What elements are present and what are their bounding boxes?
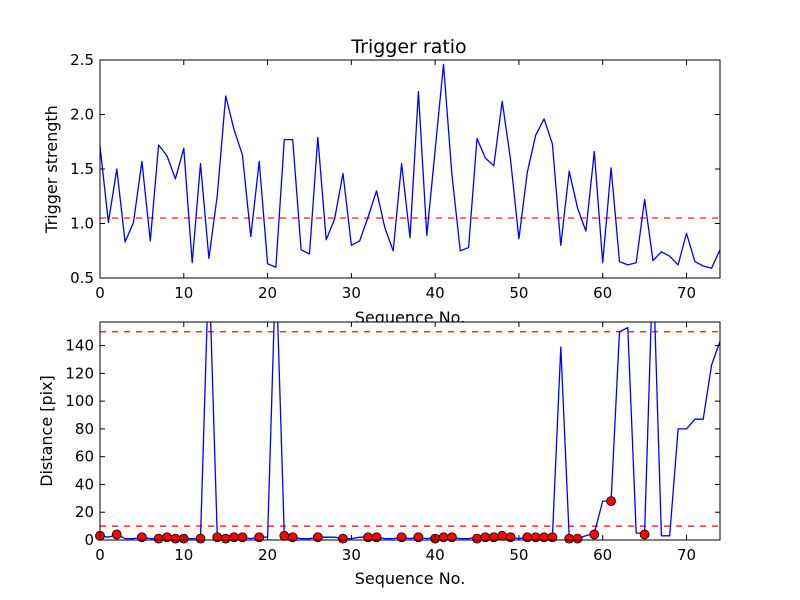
data-point bbox=[338, 533, 348, 544]
y-tick-label: 120 bbox=[65, 364, 94, 382]
series-line bbox=[100, 63, 720, 269]
data-point bbox=[254, 532, 265, 543]
y-axis-label: Distance [pix] bbox=[37, 375, 56, 487]
series-line bbox=[100, 322, 720, 540]
chart-title: Trigger ratio bbox=[350, 36, 466, 58]
x-tick-label: 20 bbox=[258, 284, 277, 302]
plot-background bbox=[100, 322, 720, 540]
data-point bbox=[195, 533, 206, 544]
data-point bbox=[220, 533, 231, 544]
data-point bbox=[111, 529, 122, 540]
data-point bbox=[153, 533, 164, 544]
x-ticks: 0 10 20 30 40 50 60 70 bbox=[95, 322, 696, 564]
y-tick-label: 40 bbox=[75, 475, 94, 493]
data-point bbox=[312, 532, 323, 543]
y-tick-label: 140 bbox=[65, 337, 94, 355]
data-point bbox=[547, 532, 558, 543]
x-tick-label: 30 bbox=[342, 284, 361, 302]
y-tick-label: 20 bbox=[75, 503, 94, 521]
x-tick-label: 50 bbox=[509, 284, 528, 302]
trigger-ratio-chart: Trigger ratio 0 10 20 30 40 50 60 70 0.5 1.0 1.5 2… bbox=[42, 36, 721, 327]
x-tick-label: 20 bbox=[258, 546, 277, 564]
data-point bbox=[589, 529, 600, 540]
x-tick-label: 60 bbox=[593, 284, 612, 302]
data-point bbox=[279, 530, 290, 541]
y-tick-label: 0 bbox=[84, 531, 94, 549]
x-tick-label: 60 bbox=[593, 546, 612, 564]
y-tick-label: 2.5 bbox=[70, 51, 94, 69]
y-ticks: 0 20 40 60 80 100 120 140 bbox=[65, 337, 720, 549]
x-tick-label: 70 bbox=[677, 546, 696, 564]
y-tick-label: 1.5 bbox=[70, 160, 94, 178]
y-tick-label: 100 bbox=[65, 392, 94, 410]
data-point bbox=[287, 532, 298, 543]
series-lines bbox=[100, 322, 720, 540]
data-point bbox=[572, 533, 583, 544]
data-point bbox=[136, 532, 147, 543]
data-point bbox=[505, 532, 516, 543]
threshold-lines bbox=[100, 331, 720, 527]
x-ticks: 0 10 20 30 40 50 60 70 bbox=[95, 60, 696, 302]
x-tick-label: 0 bbox=[95, 546, 105, 564]
y-ticks: 0.5 1.0 1.5 2.0 2.5 bbox=[70, 51, 720, 287]
plot-background bbox=[100, 60, 720, 278]
data-point bbox=[606, 496, 616, 507]
x-tick-label: 30 bbox=[342, 546, 361, 564]
data-point bbox=[446, 532, 457, 543]
y-axis-label: Trigger strength bbox=[42, 105, 61, 234]
y-tick-label: 60 bbox=[75, 448, 94, 466]
x-tick-label: 40 bbox=[426, 284, 445, 302]
data-point bbox=[639, 529, 650, 540]
data-point bbox=[497, 530, 508, 541]
plot-frame bbox=[99, 321, 721, 541]
y-tick-label: 1.0 bbox=[70, 215, 94, 233]
x-tick-label: 10 bbox=[174, 546, 193, 564]
x-tick-label: 0 bbox=[95, 284, 105, 302]
x-tick-label: 50 bbox=[509, 546, 528, 564]
y-tick-label: 2.0 bbox=[70, 106, 94, 124]
x-tick-label: 40 bbox=[426, 546, 445, 564]
series-lines bbox=[100, 63, 720, 269]
distance-chart: 0 10 20 30 40 50 60 70 0 20 40 60 80 100 120 140 Seque… bbox=[37, 321, 721, 588]
data-point bbox=[170, 533, 181, 544]
data-point bbox=[564, 533, 575, 544]
series-markers bbox=[95, 496, 650, 544]
x-tick-label: 70 bbox=[677, 284, 696, 302]
y-tick-label: 0.5 bbox=[70, 269, 94, 287]
data-point bbox=[472, 533, 482, 544]
x-tick-label: 10 bbox=[174, 284, 193, 302]
data-point bbox=[396, 532, 407, 543]
data-point bbox=[237, 532, 248, 543]
data-point bbox=[413, 532, 424, 543]
x-axis-label: Sequence No. bbox=[355, 569, 466, 588]
data-point bbox=[371, 532, 382, 543]
y-tick-label: 80 bbox=[75, 420, 94, 438]
